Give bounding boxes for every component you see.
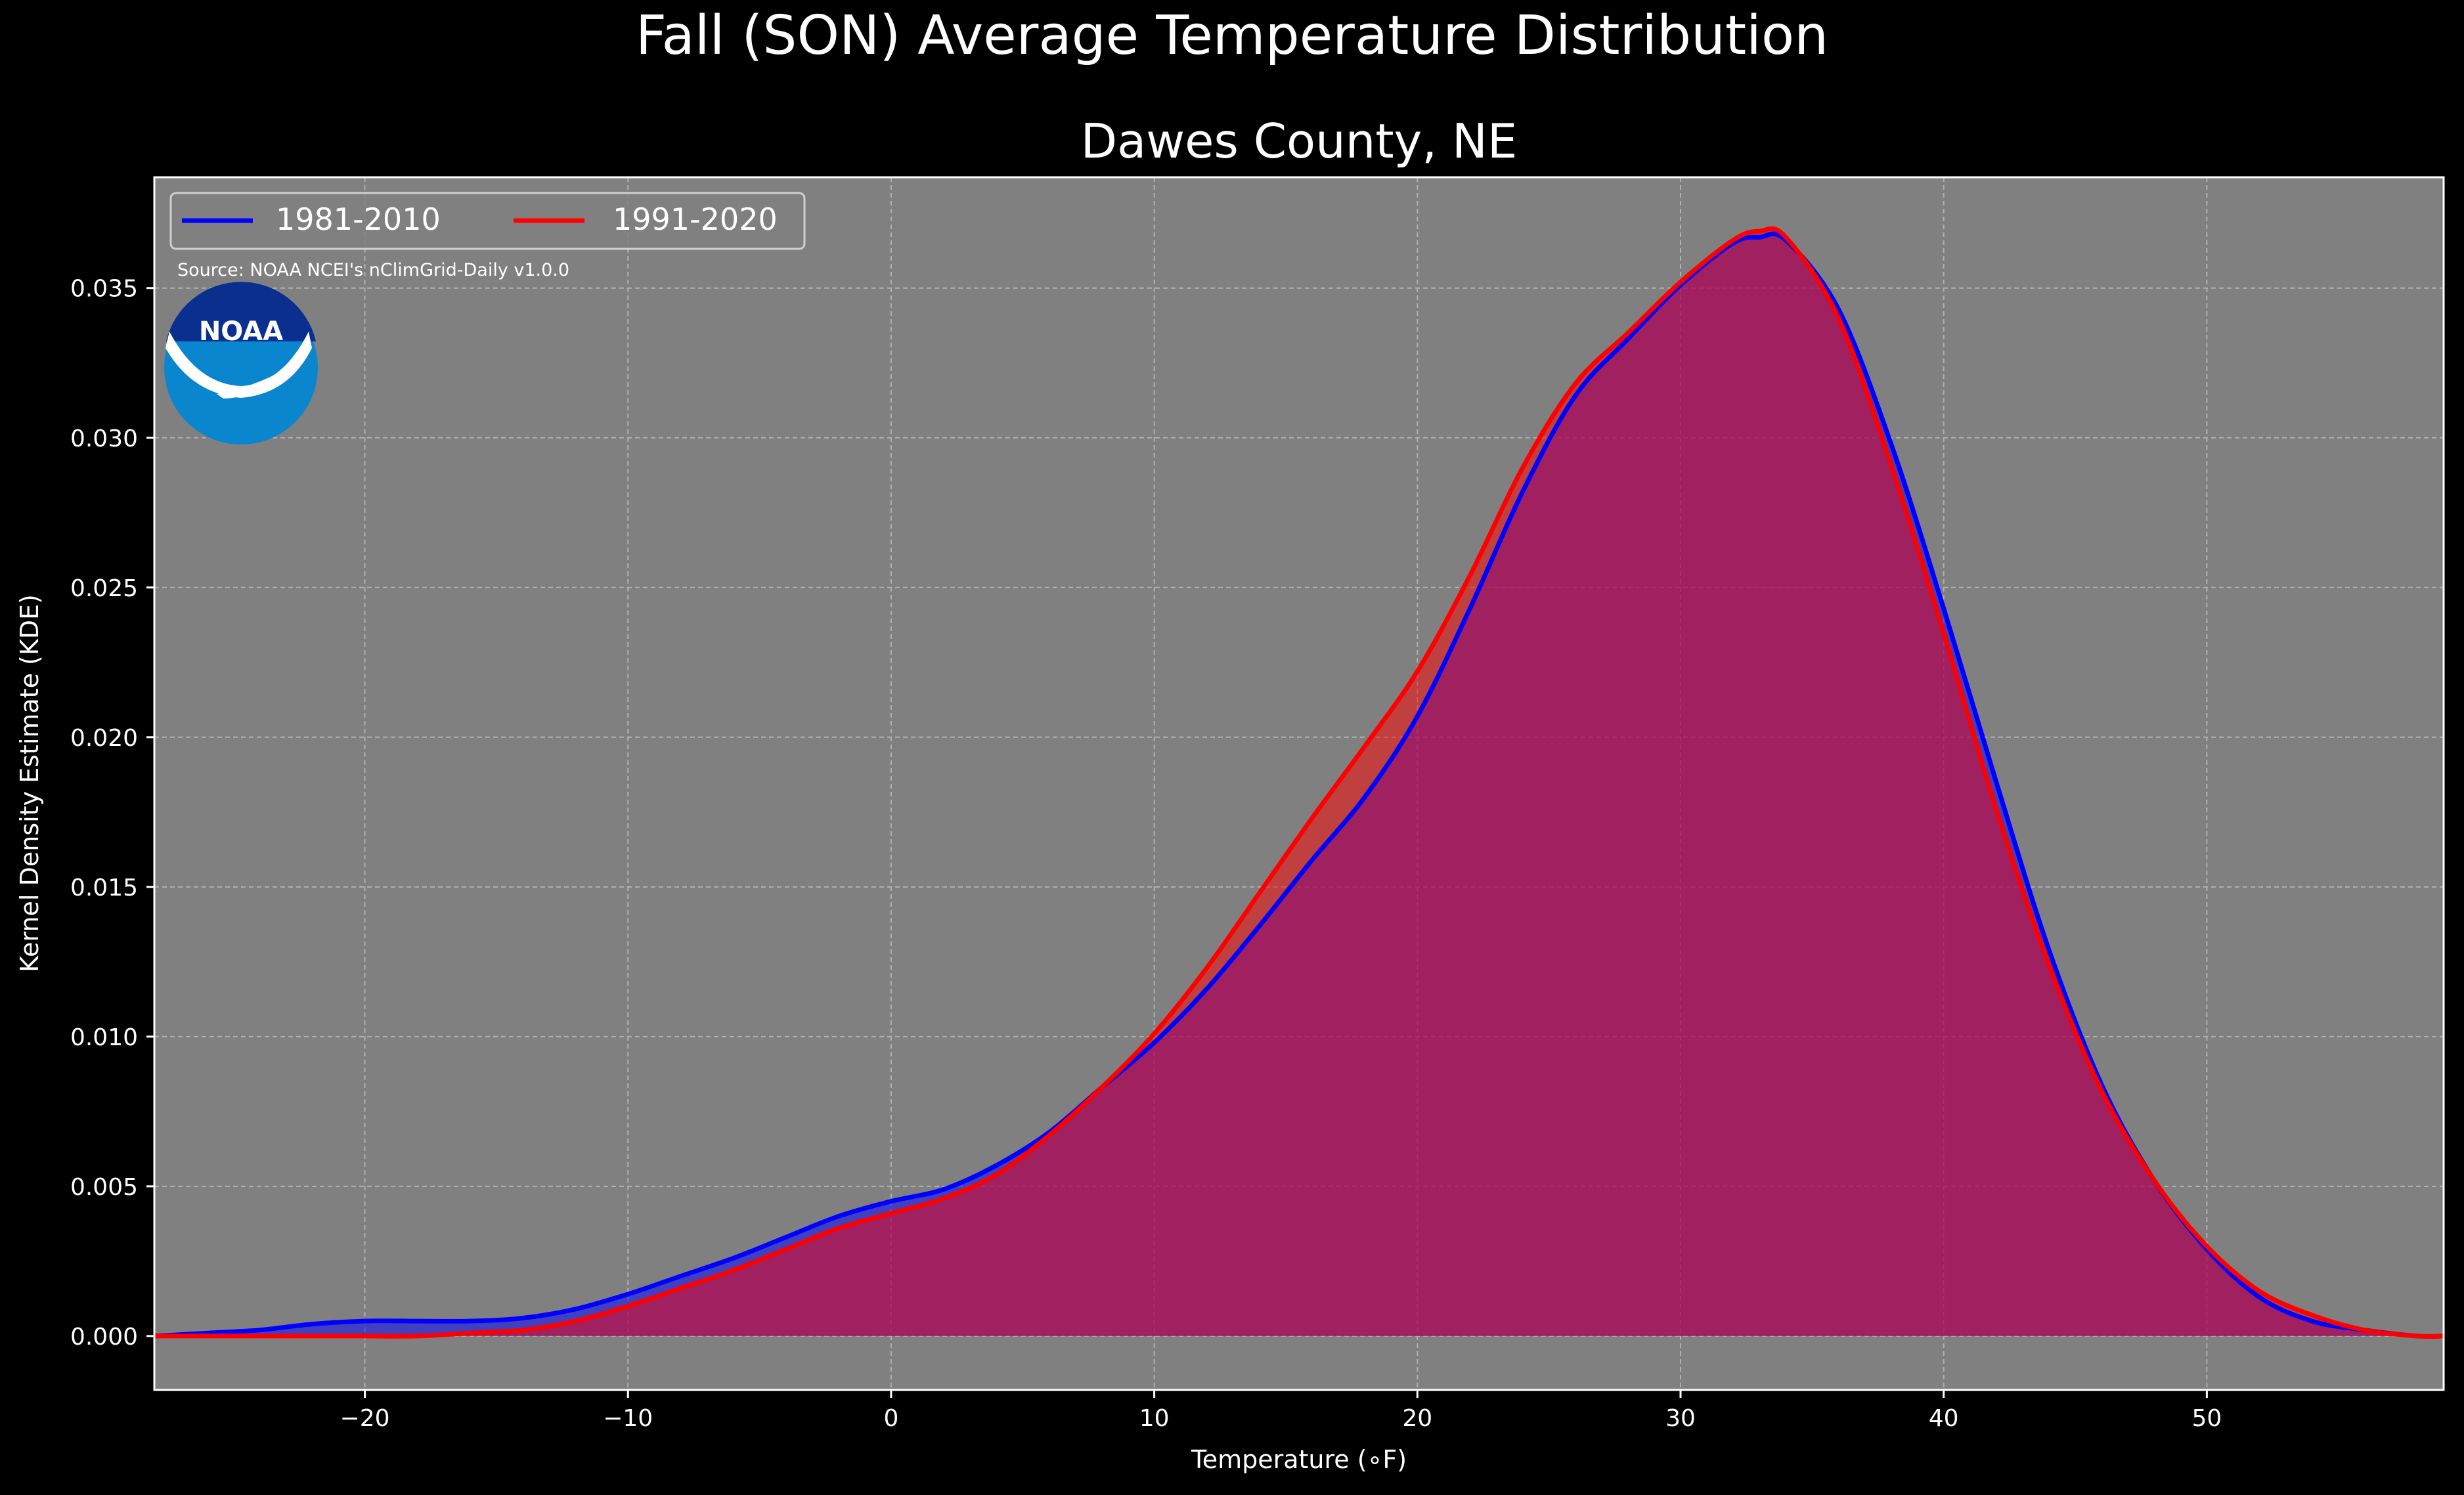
y-tick-label: 0.010: [70, 1024, 138, 1051]
y-tick-label: 0.005: [70, 1174, 138, 1201]
x-tick-label: 30: [1665, 1405, 1696, 1432]
x-tick-label: 10: [1139, 1405, 1170, 1432]
area-1991-2020: [154, 228, 2444, 1337]
line-1981-2010: [154, 231, 2444, 1339]
y-tick-label: 0.025: [70, 575, 138, 602]
y-tick-label: 0.030: [70, 425, 138, 452]
plot-frame: [153, 176, 2445, 1391]
legend-label-1991-2020: 1991-2020: [613, 202, 778, 237]
y-tick-label: 0.015: [70, 875, 138, 901]
noaa-logo-icon: NOAA: [164, 282, 318, 444]
x-tick-label: 40: [1929, 1405, 1959, 1432]
y-axis-ticks: 0.000 0.005 0.010 0.015 0.020 0.025 0.030 0.035: [70, 276, 154, 1351]
x-tick-label: 50: [2191, 1405, 2222, 1432]
x-tick-label: −20: [340, 1405, 390, 1432]
series-areas: [154, 228, 2444, 1337]
chart-subtitle: Dawes County, NE: [1081, 114, 1518, 169]
legend-box: [169, 192, 806, 250]
y-tick-label: 0.020: [70, 725, 138, 752]
x-tick-label: −10: [603, 1405, 653, 1432]
y-tick-label: 0.000: [70, 1324, 138, 1351]
line-1991-2020: [154, 226, 2444, 1339]
x-tick-label: 20: [1402, 1405, 1432, 1432]
chart-title: Fall (SON) Average Temperature Distribut…: [636, 5, 1828, 67]
y-tick-label: 0.035: [70, 276, 138, 303]
legend-label-1981-2010: 1981-2010: [276, 202, 441, 237]
y-axis-label: Kernel Density Estimate (KDE): [15, 594, 44, 972]
noaa-logo-text: NOAA: [199, 316, 283, 347]
source-annotation: Source: NOAA NCEI's nClimGrid-Daily v1.0…: [177, 260, 569, 280]
x-axis-ticks: −20 −10 0 10 20 30 40 50: [340, 1390, 2222, 1432]
legend: 1981-2010 1991-2020: [169, 192, 806, 250]
x-tick-label: 0: [883, 1405, 898, 1432]
x-axis-label: Temperature (∘F): [1191, 1445, 1407, 1474]
series-lines: [154, 226, 2444, 1339]
